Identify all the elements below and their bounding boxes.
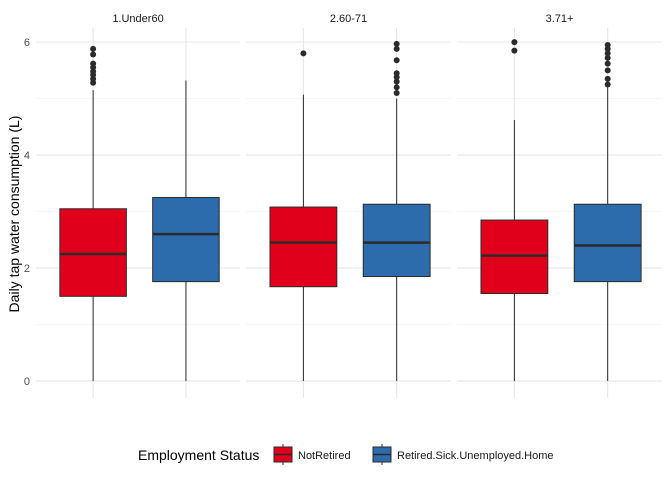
y-tick-label: 0 (24, 376, 30, 388)
outlier-point (604, 60, 611, 67)
facet-panel: 1.Under60 (36, 13, 240, 398)
iqr-box (573, 203, 642, 283)
outlier-point (90, 45, 97, 52)
outlier-point (604, 54, 611, 61)
facet-label: 3.71+ (546, 13, 574, 25)
iqr-box (362, 203, 431, 278)
y-tick-label: 6 (24, 37, 30, 49)
legend-entry: NotRetired (273, 444, 351, 465)
outlier-point (300, 50, 307, 57)
outlier-point (604, 75, 611, 82)
outlier-point (604, 81, 611, 88)
outlier-point (393, 70, 400, 77)
outlier-point (511, 47, 518, 54)
facet-panels: 1.Under60 2.60-71 3.71+ (36, 13, 662, 398)
legend-label: NotRetired (298, 450, 351, 462)
box-Retired.Sick.Unemployed.Home (152, 80, 220, 382)
facet-label: 1.Under60 (112, 13, 163, 25)
facet-label: 2.60-71 (330, 13, 367, 25)
legend-entry: Retired.Sick.Unemployed.Home (372, 444, 554, 465)
y-axis: 0 2 4 6 (24, 37, 30, 388)
box-NotRetired (59, 45, 127, 382)
y-axis-label: Daily tap water consumption (L) (6, 116, 22, 313)
iqr-box (59, 208, 127, 297)
outlier-point (511, 39, 518, 46)
facet-panel: 2.60-71 (246, 13, 451, 398)
box-NotRetired (269, 50, 338, 382)
outlier-point (604, 41, 611, 48)
legend-title: Employment Status (138, 447, 259, 463)
outlier-point (604, 50, 611, 57)
outlier-point (90, 60, 97, 67)
legend: Employment Status NotRetired Retired.Sick… (138, 444, 554, 465)
box-Retired.Sick.Unemployed.Home (362, 40, 431, 382)
outlier-point (393, 78, 400, 85)
legend-label: Retired.Sick.Unemployed.Home (397, 450, 554, 462)
outlier-point (393, 84, 400, 91)
outlier-point (90, 51, 97, 58)
outlier-point (393, 57, 400, 64)
iqr-box (152, 196, 220, 283)
y-tick-label: 4 (24, 150, 30, 162)
outlier-point (393, 40, 400, 47)
box-NotRetired (480, 39, 549, 382)
outlier-point (604, 67, 611, 74)
box-Retired.Sick.Unemployed.Home (573, 41, 642, 382)
iqr-box (269, 206, 338, 288)
y-tick-label: 2 (24, 263, 30, 275)
outlier-point (393, 45, 400, 52)
facet-panel: 3.71+ (457, 13, 662, 398)
outlier-point (393, 89, 400, 96)
